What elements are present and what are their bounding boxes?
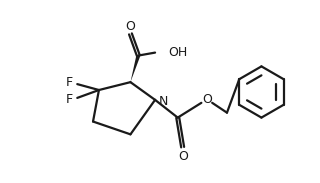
Text: N: N (158, 95, 168, 108)
Text: O: O (202, 93, 212, 106)
Text: O: O (179, 150, 188, 163)
Text: F: F (66, 76, 73, 89)
Polygon shape (131, 55, 140, 82)
Text: OH: OH (168, 46, 187, 59)
Text: O: O (125, 20, 135, 33)
Text: F: F (66, 93, 73, 106)
